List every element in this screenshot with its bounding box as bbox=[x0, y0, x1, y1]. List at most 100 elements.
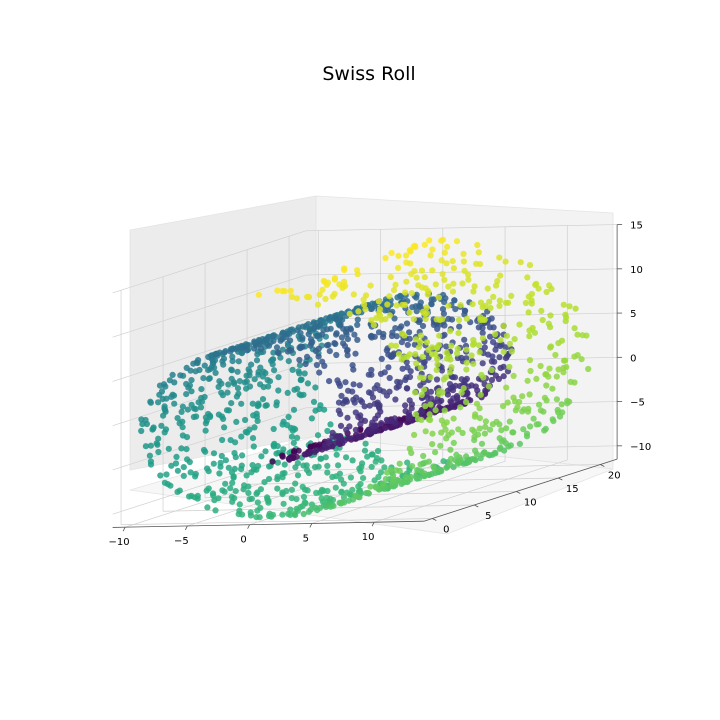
scatter-point bbox=[538, 307, 545, 314]
scatter-point bbox=[482, 418, 489, 425]
scatter-point bbox=[378, 457, 385, 464]
scatter-point bbox=[469, 426, 476, 433]
scatter-point bbox=[287, 511, 294, 518]
scatter-point bbox=[268, 513, 275, 520]
scatter-point bbox=[479, 335, 486, 342]
x-tick-mark bbox=[184, 525, 188, 531]
scatter-point bbox=[384, 469, 391, 476]
x-tick-mark bbox=[371, 522, 375, 527]
scatter-point bbox=[392, 325, 399, 332]
x-axis-ticks: −10 −5 0 5 10 bbox=[109, 522, 375, 548]
scatter-point bbox=[560, 364, 567, 372]
scatter-point bbox=[497, 364, 504, 372]
scatter-point bbox=[560, 301, 567, 308]
scatter-point bbox=[367, 305, 375, 313]
scatter-point bbox=[413, 274, 420, 281]
scatter-point bbox=[509, 429, 516, 436]
scatter-point bbox=[510, 372, 517, 379]
scatter-point bbox=[324, 342, 331, 349]
scatter-point bbox=[304, 293, 311, 300]
scatter-point bbox=[418, 267, 426, 274]
scatter-point bbox=[384, 301, 391, 308]
scatter-point bbox=[390, 472, 397, 479]
scatter-point bbox=[526, 391, 533, 398]
scatter-point bbox=[161, 479, 168, 486]
scatter-point bbox=[562, 318, 569, 325]
scatter-point bbox=[419, 284, 426, 291]
scatter-point bbox=[520, 426, 527, 433]
scatter-point bbox=[352, 409, 359, 416]
scatter-point bbox=[275, 374, 282, 381]
scatter-point bbox=[417, 374, 424, 381]
scatter-point bbox=[288, 495, 295, 502]
z-tick-label: 0 bbox=[630, 353, 636, 364]
y-axis-ticks: 0 5 10 15 20 bbox=[432, 464, 621, 536]
scatter-point bbox=[412, 351, 419, 358]
scatter-point bbox=[233, 418, 240, 425]
scatter-point bbox=[371, 400, 378, 407]
scatter-point bbox=[370, 322, 377, 329]
scatter-point bbox=[203, 487, 210, 494]
scatter-point bbox=[357, 468, 364, 475]
scatter-point bbox=[475, 342, 483, 349]
scatter-point bbox=[427, 374, 434, 381]
scatter-point bbox=[413, 308, 420, 315]
scatter-point bbox=[543, 382, 550, 389]
scatter-point bbox=[239, 452, 246, 459]
scatter-point bbox=[493, 282, 500, 289]
scatter-point bbox=[463, 315, 470, 322]
scatter-point bbox=[313, 447, 320, 454]
scatter-point bbox=[409, 463, 416, 470]
scatter-point bbox=[339, 499, 346, 506]
scatter-point bbox=[368, 451, 375, 458]
scatter-point bbox=[571, 353, 578, 360]
scatter-point bbox=[542, 371, 549, 378]
scatter-point bbox=[306, 326, 314, 333]
scatter-point bbox=[541, 394, 549, 401]
scatter-point bbox=[186, 493, 193, 500]
scatter-point bbox=[376, 387, 384, 394]
scatter-point bbox=[349, 486, 356, 493]
scatter-point bbox=[180, 464, 187, 471]
scatter-point bbox=[188, 377, 195, 384]
scatter-point bbox=[492, 346, 499, 353]
scatter-point bbox=[447, 328, 454, 335]
scatter-point bbox=[526, 262, 534, 269]
scatter-point bbox=[458, 376, 465, 383]
y-tick-mark bbox=[432, 518, 437, 521]
scatter-point bbox=[407, 248, 414, 255]
scatter-point bbox=[294, 472, 302, 479]
y-tick-label: 20 bbox=[608, 471, 621, 482]
scatter-point bbox=[361, 447, 369, 454]
scatter-point bbox=[258, 453, 265, 460]
scatter-point bbox=[439, 306, 447, 313]
scatter-point bbox=[449, 288, 457, 295]
scatter-point bbox=[382, 476, 389, 483]
scatter-point bbox=[394, 294, 401, 301]
scatter-point bbox=[225, 464, 232, 471]
scatter-points bbox=[138, 236, 592, 521]
scatter-point bbox=[429, 430, 436, 437]
scatter-point bbox=[436, 332, 443, 339]
scatter-point bbox=[234, 385, 242, 392]
scatter-point bbox=[350, 366, 357, 373]
scatter-point bbox=[475, 249, 482, 256]
scatter-point bbox=[205, 367, 212, 374]
axis-lines bbox=[112, 224, 618, 528]
scatter-point bbox=[456, 323, 463, 330]
scatter-point bbox=[572, 305, 579, 312]
scatter-point bbox=[204, 504, 211, 511]
scatter-point bbox=[314, 332, 321, 339]
scatter-point bbox=[429, 267, 436, 274]
grid-line bbox=[112, 363, 306, 427]
scatter-point bbox=[372, 483, 379, 490]
scatter-point bbox=[192, 368, 199, 375]
scatter-point bbox=[238, 433, 245, 440]
scatter-point bbox=[479, 329, 486, 337]
scatter-point bbox=[383, 416, 390, 423]
scatter-point bbox=[451, 297, 458, 304]
scatter-point bbox=[296, 391, 303, 398]
scatter-point bbox=[235, 358, 242, 365]
scatter-point bbox=[300, 462, 307, 469]
scatter-point bbox=[249, 400, 256, 407]
